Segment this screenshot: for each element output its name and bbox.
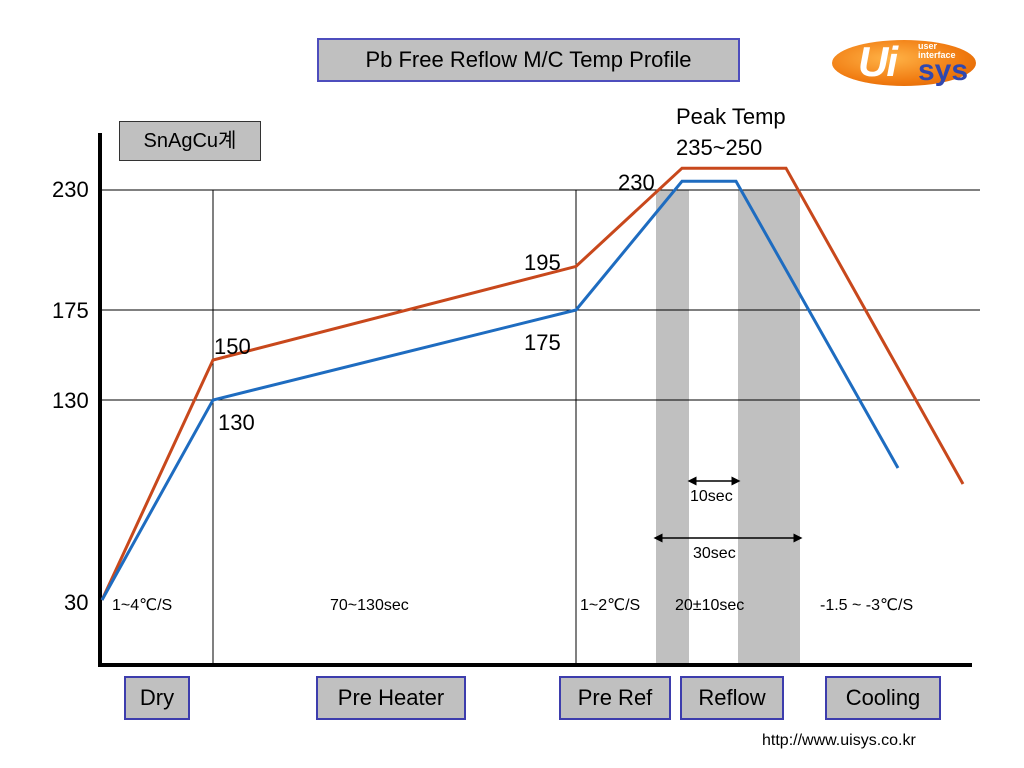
reflow-band-left <box>656 190 689 665</box>
y-tick-label-30: 30 <box>64 590 88 615</box>
rate-label-preref: 1~2℃/S <box>580 597 640 614</box>
point-label-195: 195 <box>524 250 561 275</box>
phase-label-pre-heater: Pre Heater <box>316 676 466 720</box>
phase-label-reflow: Reflow <box>680 676 784 720</box>
y-tick-label-175: 175 <box>52 298 89 323</box>
logo-sys-text: sys <box>918 54 969 87</box>
time-label-preheater: 70~130sec <box>330 597 409 614</box>
duration-label-30sec: 30sec <box>693 545 736 562</box>
logo-oval <box>832 40 976 86</box>
series-line-red <box>100 166 965 601</box>
y-tick-label-230: 230 <box>52 177 89 202</box>
y-tick-label-130: 130 <box>52 388 89 413</box>
logo-ui-text: Ui <box>858 38 898 85</box>
logo-small-text: user interface <box>918 41 956 60</box>
rate-label-cooling: -1.5 ~ -3℃/S <box>820 597 913 614</box>
alloy-label: SnAgCu계 <box>119 121 261 161</box>
phase-label-pre-ref: Pre Ref <box>559 676 671 720</box>
duration-label-10sec: 10sec <box>690 488 733 505</box>
website-url: http://www.uisys.co.kr <box>762 732 916 749</box>
phase-label-dry: Dry <box>124 676 190 720</box>
reflow-band-right <box>738 190 800 665</box>
phase-label-cooling: Cooling <box>825 676 941 720</box>
series-line-blue <box>100 179 900 601</box>
point-label-150: 150 <box>214 334 251 359</box>
uisys-logo: Ui user interface sys <box>832 36 982 90</box>
rate-label-dry: 1~4℃/S <box>112 597 172 614</box>
peak-temp-range: 235~250 <box>676 135 762 160</box>
point-label-175: 175 <box>524 330 561 355</box>
chart-title: Pb Free Reflow M/C Temp Profile <box>317 38 740 82</box>
point-label-230: 230 <box>618 170 655 195</box>
point-label-130: 130 <box>218 410 255 435</box>
time-label-reflow: 20±10sec <box>675 597 744 614</box>
peak-temp-label: Peak Temp <box>676 104 786 129</box>
